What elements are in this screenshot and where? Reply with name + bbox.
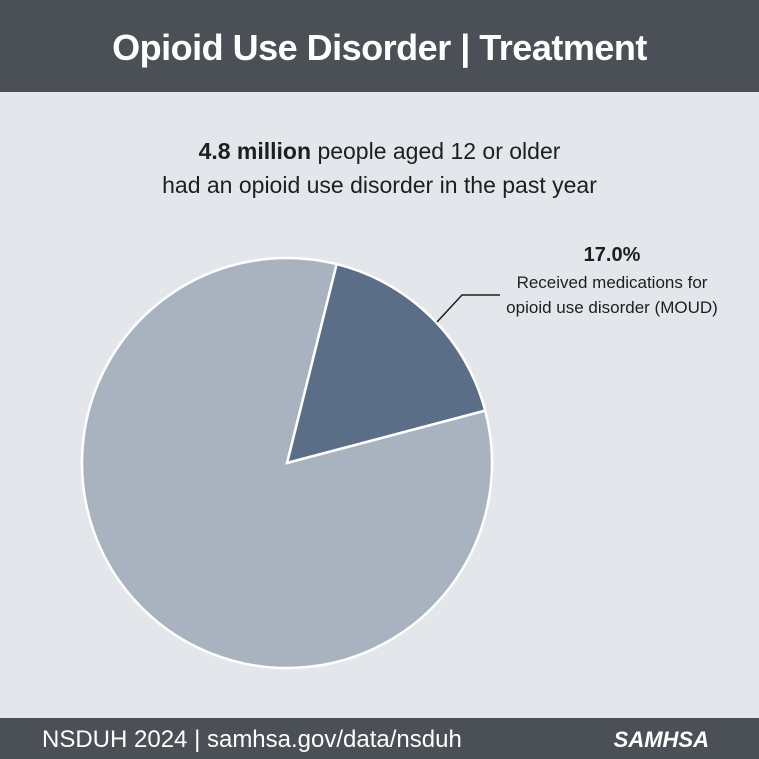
pie-slice xyxy=(80,256,494,670)
footer: NSDUH 2024 | samhsa.gov/data/nsduh SAMHS… xyxy=(0,718,759,759)
pie-slice xyxy=(285,262,487,465)
value-label: 17.0% xyxy=(583,244,641,266)
leader-line xyxy=(436,294,500,323)
subtitle-emphasis: 4.8 million xyxy=(198,138,312,164)
slice-label: Received medications for opioid use diso… xyxy=(506,273,718,317)
title: Opioid Use Disorder | Treatment xyxy=(0,0,759,92)
subtitle-line: 4.8 million people aged 12 or older xyxy=(0,138,759,165)
subtitle-text: people aged 12 or older xyxy=(317,138,561,164)
subtitle-line: had an opioid use disorder in the past y… xyxy=(162,172,597,198)
logo: SAMHSA xyxy=(613,727,709,752)
source: NSDUH 2024 | samhsa.gov/data/nsduh xyxy=(42,726,462,753)
